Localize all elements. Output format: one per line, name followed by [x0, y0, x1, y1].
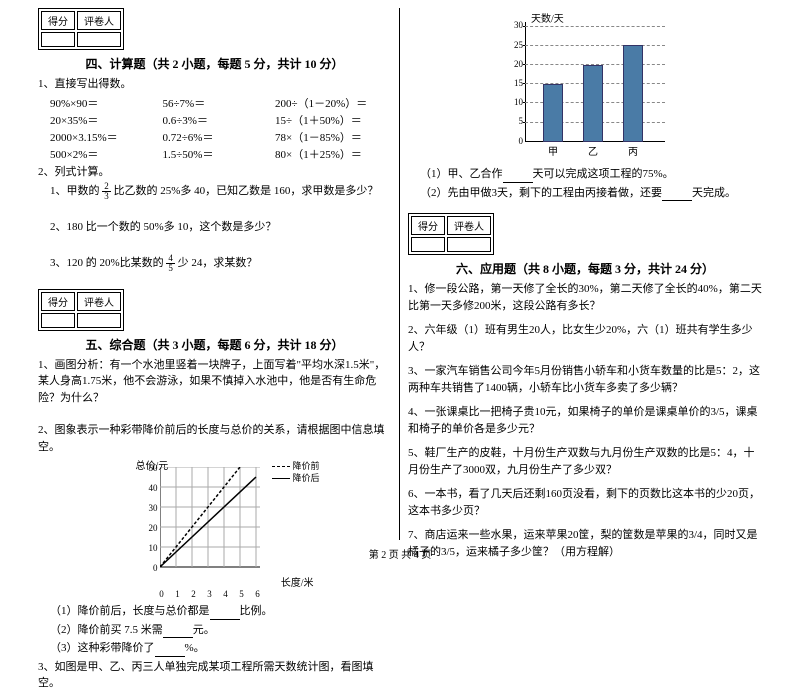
fraction-2-3: 23: [102, 182, 111, 201]
q5-1: 1、画图分析：有一个水池里竖着一块牌子，上面写着"平均水深1.5米"，某人身高1…: [38, 357, 391, 407]
score-label: 得分: [41, 11, 75, 30]
chart-q2: （2）先由甲做3天，剩下的工程由丙接着做，还要天完成。: [408, 185, 762, 202]
q5-2-1: （1）降价前后，长度与总价都是比例。: [38, 603, 391, 620]
left-column: 得分评卷人 四、计算题（共 2 小题，每题 5 分，共计 10 分） 1、直接写…: [30, 8, 400, 540]
fraction-4-5: 45: [166, 254, 175, 273]
q6-4: 4、一张课桌比一把椅子贵10元，如果椅子的单价是课桌单价的3/5，课桌和椅子的单…: [408, 404, 762, 437]
section-5-title: 五、综合题（共 3 小题，每题 6 分，共计 18 分）: [38, 336, 391, 353]
eq-row: 90%×90＝56÷7%＝200÷（1－20%）＝: [50, 95, 391, 111]
q5-2: 2、图象表示一种彩带降价前后的长度与总价的关系，请根据图中信息填空。: [38, 422, 391, 455]
q6-1: 1、修一段公路，第一天修了全长的30%，第二天修了全长的40%，第二天比第一天多…: [408, 281, 762, 314]
right-column: 天数/天 30 25 20 15 10 5 0 甲 乙 丙 （1）甲、乙合作天可…: [400, 8, 770, 540]
q6-6: 6、一本书，看了几天后还剩160页没看，剩下的页数比这本书的少20页，这本书多少…: [408, 486, 762, 519]
q4-2-2: 2、180 比一个数的 50%多 10，这个数是多少？: [38, 219, 391, 236]
q5-2-3: （3）这种彩带降价了%。: [38, 640, 391, 657]
score-box-6: 得分评卷人: [408, 213, 494, 255]
section-4-title: 四、计算题（共 2 小题，每题 5 分，共计 10 分）: [38, 55, 391, 72]
grader-label: 评卷人: [77, 11, 121, 30]
q6-2: 2、六年级（1）班有男生20人，比女生少20%，六（1）班共有学生多少人？: [408, 322, 762, 355]
page-footer: 第 2 页 共 4 页: [0, 546, 800, 561]
q6-3: 3、一家汽车销售公司今年5月份销售小轿车和小货车数量的比是5：2，这两种车共销售…: [408, 363, 762, 396]
q4-2: 2、列式计算。: [38, 164, 391, 181]
eq-row: 500×2%＝1.5÷50%＝80×（1＋25%）＝: [50, 146, 391, 162]
q4-2-3: 3、120 的 20%比某数的 45 少 24，求某数？: [38, 254, 391, 273]
score-box-4: 得分评卷人: [38, 8, 124, 50]
q6-5: 5、鞋厂生产的皮鞋，十月份生产双数与九月份生产双数的比是5：4，十月份生产了30…: [408, 445, 762, 478]
days-bar-chart: 天数/天 30 25 20 15 10 5 0 甲 乙 丙: [495, 12, 675, 162]
chart-q1: （1）甲、乙合作天可以完成这项工程的75%。: [408, 166, 762, 183]
score-box-5: 得分评卷人: [38, 289, 124, 331]
q4-1: 1、直接写出得数。: [38, 76, 391, 93]
eq-row: 20×35%＝0.6÷3%＝15÷（1＋50%）＝: [50, 112, 391, 128]
q5-2-2: （2）降价前买 7.5 米需元。: [38, 622, 391, 639]
q4-2-1: 1、甲数的 23 比乙数的 25%多 40，已知乙数是 160，求甲数是多少？: [38, 182, 391, 201]
price-line-chart: 总价/元 降价前 降价后 50 40 30 20 10 0 0 1 2 3 4 …: [130, 459, 300, 599]
chart-legend: 降价前 降价后: [272, 461, 319, 484]
eq-row: 2000×3.15%＝0.72÷6%＝78×（1－85%）＝: [50, 129, 391, 145]
q5-3: 3、如图是甲、乙、丙三人单独完成某项工程所需天数统计图，看图填空。: [38, 659, 391, 692]
section-6-title: 六、应用题（共 8 小题，每题 3 分，共计 24 分）: [408, 260, 762, 277]
